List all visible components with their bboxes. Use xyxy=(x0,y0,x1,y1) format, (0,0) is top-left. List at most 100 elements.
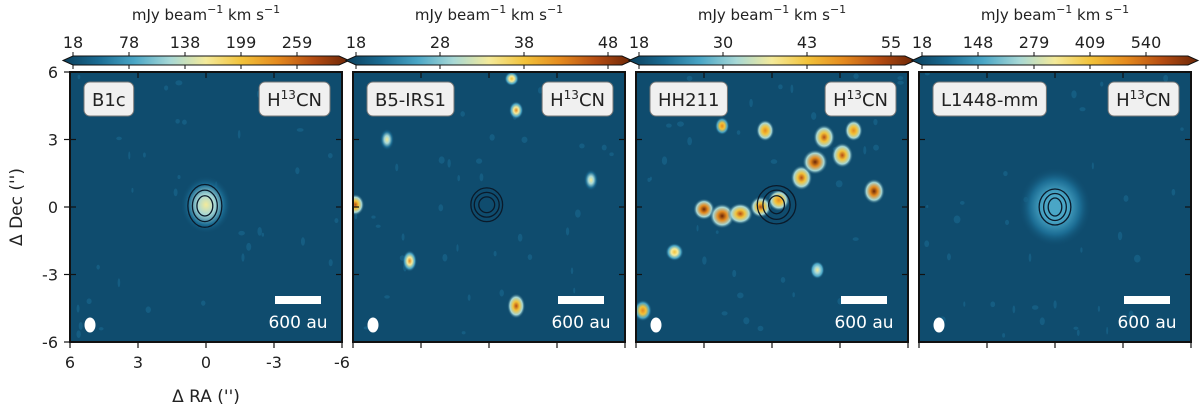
noise-speckle xyxy=(853,73,859,79)
noise-speckle xyxy=(1031,305,1039,310)
noise-speckle xyxy=(749,98,753,108)
line-label-box xyxy=(824,81,897,117)
colorbar-bar xyxy=(344,55,634,66)
noise-speckle xyxy=(924,240,930,248)
noise-speckle xyxy=(201,300,206,306)
emission-blob xyxy=(749,196,772,218)
noise-speckle xyxy=(76,330,81,339)
noise-speckle xyxy=(757,325,764,332)
colorbar-2: 18 28 38 48 mJy beam−1 km s−1 xyxy=(344,3,634,69)
continuum-contour xyxy=(1043,192,1067,222)
noise-speckle xyxy=(579,143,585,149)
noise-speckle xyxy=(493,250,497,257)
noise-speckle xyxy=(467,294,471,301)
x-axis-label: Δ RA ('') xyxy=(172,387,240,407)
line-label: H13CN xyxy=(1116,88,1171,111)
noise-speckle xyxy=(573,287,576,294)
noise-speckle xyxy=(143,152,146,158)
noise-speckle xyxy=(442,253,448,262)
noise-speckle xyxy=(778,84,783,90)
noise-speckle xyxy=(1005,219,1010,225)
noise-speckle xyxy=(736,130,741,135)
noise-speckle xyxy=(86,298,92,305)
noise-speckle xyxy=(96,264,100,270)
y-axis-label: Δ Dec ('') xyxy=(7,168,27,246)
emission-blob xyxy=(379,128,395,151)
noise-speckle xyxy=(175,80,183,86)
colorbar-bar xyxy=(910,55,1200,66)
colorbar-tick-label: 55 xyxy=(881,33,901,52)
noise-speckle xyxy=(237,130,241,139)
noise-speckle xyxy=(261,232,265,237)
noise-speckle xyxy=(924,72,930,76)
continuum-contour xyxy=(762,189,791,221)
colorbar-3: 18 30 43 55 mJy beam−1 km s−1 xyxy=(627,3,917,69)
emission-blob xyxy=(831,142,854,168)
source-label-box xyxy=(83,81,135,117)
noise-speckle xyxy=(116,136,122,141)
noise-speckle xyxy=(395,163,399,172)
colorbar-tick-label: 279 xyxy=(1019,33,1050,52)
continuum-contour xyxy=(756,184,797,225)
continuum-contour xyxy=(767,195,786,215)
noise-speckle xyxy=(897,76,904,81)
noise-speckle xyxy=(1091,162,1094,170)
noise-speckle xyxy=(863,146,867,155)
noise-speckle xyxy=(371,215,376,219)
noise-speckle xyxy=(76,304,80,313)
noise-speckle xyxy=(117,278,121,288)
emission-blob xyxy=(810,261,825,279)
emission-blob xyxy=(504,72,519,86)
noise-speckle xyxy=(384,295,390,299)
noise-speckle xyxy=(1028,253,1032,262)
emission-blob xyxy=(583,169,599,191)
noise-speckle xyxy=(1071,90,1077,99)
emission-blob xyxy=(693,198,715,221)
noise-speckle xyxy=(1139,316,1143,322)
x-tick-label: -3 xyxy=(266,353,282,372)
noise-speckle xyxy=(696,225,699,232)
noise-speckle xyxy=(1079,107,1086,112)
noise-speckle xyxy=(565,227,570,236)
line-label: H13CN xyxy=(833,88,888,111)
beam-ellipse xyxy=(650,317,662,333)
noise-speckle xyxy=(438,156,445,164)
emission-blob xyxy=(844,119,863,142)
noise-speckle xyxy=(1003,170,1008,177)
source-label: HH211 xyxy=(658,90,719,111)
emission-blob xyxy=(813,124,836,150)
colorbar-tick-label: 48 xyxy=(598,33,618,52)
noise-speckle xyxy=(310,317,314,324)
noise-speckle xyxy=(77,74,81,80)
scale-bar-label: 600 au xyxy=(834,313,893,333)
colorbar-unit-label: mJy beam−1 km s−1 xyxy=(698,3,846,24)
panel-3: 600 au HH211 H13CN 18 30 43 55 mJy beam−1 km s−… xyxy=(627,3,917,348)
colorbar-unit-label: mJy beam−1 km s−1 xyxy=(132,3,280,24)
noise-speckle xyxy=(1123,195,1129,202)
noise-speckle xyxy=(295,167,300,175)
noise-speckle xyxy=(257,226,262,236)
emission-blob xyxy=(665,243,684,261)
noise-speckle xyxy=(953,215,961,224)
noise-speckle xyxy=(375,224,381,228)
noise-speckle xyxy=(661,156,668,165)
x-tick-label: 0 xyxy=(201,353,211,372)
noise-speckle xyxy=(687,137,693,146)
emission-blob xyxy=(402,250,417,272)
line-label-box xyxy=(1107,81,1180,117)
noise-speckle xyxy=(835,180,843,188)
emission-blob xyxy=(727,202,753,225)
noise-speckle xyxy=(145,306,151,313)
noise-speckle xyxy=(990,301,996,308)
line-label: H13CN xyxy=(267,88,322,111)
emission-blob xyxy=(767,189,790,212)
noise-speckle xyxy=(1133,254,1141,263)
noise-speckle xyxy=(447,158,451,168)
noise-speckle xyxy=(1039,317,1045,326)
beam-ellipse xyxy=(933,317,945,333)
noise-speckle xyxy=(1002,333,1006,338)
source-label: L1448-mm xyxy=(941,90,1038,111)
